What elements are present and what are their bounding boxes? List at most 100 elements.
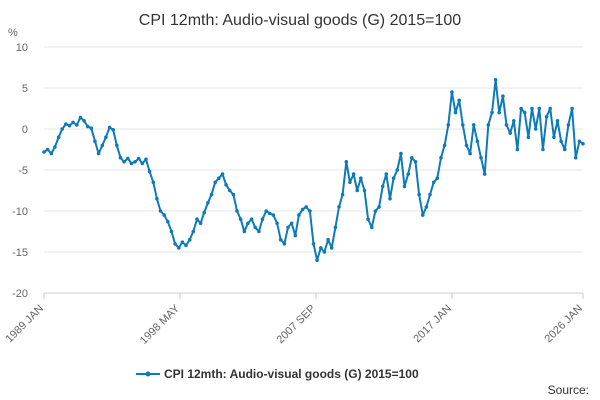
data-point[interactable]	[195, 217, 199, 221]
data-point[interactable]	[373, 209, 378, 213]
data-point[interactable]	[257, 229, 261, 234]
data-point[interactable]	[501, 94, 505, 98]
data-point[interactable]	[93, 139, 97, 144]
data-point[interactable]	[75, 123, 79, 127]
data-point[interactable]	[377, 205, 381, 209]
data-point[interactable]	[71, 120, 75, 125]
data-point[interactable]	[122, 160, 126, 164]
data-point[interactable]	[126, 156, 130, 161]
data-point[interactable]	[482, 172, 487, 176]
data-point[interactable]	[391, 176, 396, 180]
data-point[interactable]	[184, 243, 188, 248]
data-point[interactable]	[348, 180, 352, 185]
data-point[interactable]	[118, 155, 123, 160]
data-point[interactable]	[64, 122, 68, 126]
data-point[interactable]	[512, 119, 516, 123]
data-point[interactable]	[311, 242, 316, 246]
data-point[interactable]	[490, 110, 494, 115]
data-point[interactable]	[519, 106, 523, 111]
data-point[interactable]	[67, 123, 72, 128]
data-point[interactable]	[100, 143, 105, 148]
data-point[interactable]	[351, 172, 356, 176]
data-point[interactable]	[544, 114, 549, 119]
data-point[interactable]	[49, 151, 54, 156]
data-point[interactable]	[486, 123, 491, 127]
data-point[interactable]	[428, 192, 432, 197]
data-point[interactable]	[140, 161, 145, 166]
data-point[interactable]	[340, 192, 345, 197]
data-point[interactable]	[559, 139, 563, 144]
data-point[interactable]	[111, 128, 115, 132]
data-point[interactable]	[115, 143, 119, 148]
data-point[interactable]	[246, 221, 250, 226]
data-point[interactable]	[162, 213, 166, 217]
data-point[interactable]	[322, 250, 327, 254]
data-point[interactable]	[402, 184, 407, 189]
data-point[interactable]	[147, 169, 152, 174]
data-point[interactable]	[198, 221, 203, 226]
data-point[interactable]	[468, 151, 472, 156]
data-point[interactable]	[446, 123, 451, 127]
data-point[interactable]	[457, 98, 462, 103]
data-point[interactable]	[89, 126, 94, 130]
data-point[interactable]	[450, 90, 454, 94]
data-point[interactable]	[166, 219, 170, 224]
data-point[interactable]	[530, 106, 534, 111]
data-point[interactable]	[129, 161, 134, 166]
data-point[interactable]	[286, 225, 290, 230]
data-point[interactable]	[410, 155, 414, 160]
data-point[interactable]	[206, 201, 210, 205]
data-point[interactable]	[359, 176, 363, 180]
data-point[interactable]	[508, 131, 512, 135]
data-point[interactable]	[293, 233, 298, 238]
data-point[interactable]	[268, 211, 272, 216]
data-point[interactable]	[253, 225, 257, 230]
data-point[interactable]	[45, 147, 50, 152]
data-point[interactable]	[439, 155, 443, 160]
data-point[interactable]	[479, 155, 483, 160]
data-point[interactable]	[155, 196, 159, 201]
data-point[interactable]	[242, 229, 247, 234]
data-point[interactable]	[227, 188, 232, 193]
data-point[interactable]	[366, 217, 370, 221]
data-point[interactable]	[304, 205, 309, 209]
data-point[interactable]	[563, 147, 567, 152]
data-point[interactable]	[388, 196, 392, 201]
data-point[interactable]	[42, 150, 46, 154]
data-point[interactable]	[555, 119, 560, 123]
data-point[interactable]	[187, 237, 192, 242]
data-point[interactable]	[275, 221, 279, 226]
data-point[interactable]	[362, 188, 367, 193]
data-point[interactable]	[370, 225, 374, 230]
data-point[interactable]	[573, 155, 578, 160]
data-point[interactable]	[96, 151, 101, 156]
data-point[interactable]	[56, 135, 61, 139]
data-point[interactable]	[471, 123, 476, 127]
data-point[interactable]	[541, 147, 545, 152]
data-point[interactable]	[308, 209, 312, 213]
data-point[interactable]	[235, 209, 239, 213]
data-point[interactable]	[417, 192, 421, 197]
data-point[interactable]	[220, 172, 225, 176]
data-point[interactable]	[413, 160, 418, 164]
data-point[interactable]	[300, 207, 305, 212]
data-point[interactable]	[158, 209, 163, 213]
data-point[interactable]	[548, 106, 552, 111]
data-point[interactable]	[177, 246, 181, 250]
data-point[interactable]	[271, 213, 276, 217]
data-point[interactable]	[504, 123, 509, 127]
data-point[interactable]	[249, 217, 254, 221]
data-point[interactable]	[85, 124, 90, 129]
data-point[interactable]	[260, 217, 265, 221]
data-point[interactable]	[475, 139, 480, 144]
data-point[interactable]	[421, 213, 425, 217]
data-point[interactable]	[399, 151, 403, 156]
data-point[interactable]	[384, 172, 389, 176]
data-point[interactable]	[533, 127, 538, 131]
data-point[interactable]	[297, 213, 301, 217]
data-point[interactable]	[191, 229, 196, 234]
data-point[interactable]	[213, 180, 217, 185]
data-point[interactable]	[577, 139, 582, 144]
data-point[interactable]	[107, 125, 112, 130]
data-point[interactable]	[82, 119, 86, 123]
